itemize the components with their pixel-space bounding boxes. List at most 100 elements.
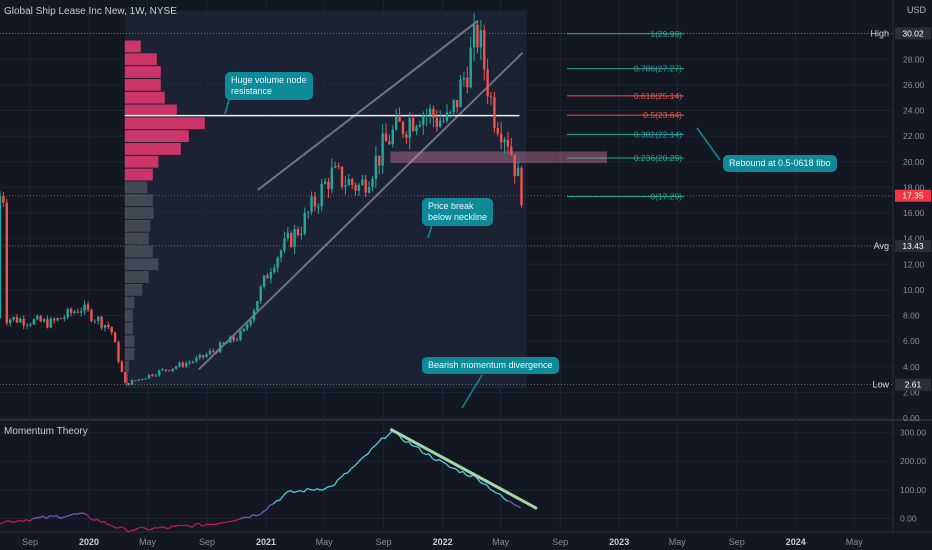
momentum-line-segment	[151, 527, 156, 530]
y-tick-label: 28.00	[903, 54, 925, 64]
candle-body	[215, 351, 218, 353]
high-marker-tag	[895, 27, 931, 40]
momentum-line-segment	[76, 512, 81, 515]
volume-profile-bar	[124, 53, 157, 66]
candle-body	[73, 311, 76, 313]
momentum-line-segment	[412, 445, 416, 448]
momentum-line-segment	[364, 453, 369, 457]
momentum-line-segment	[201, 523, 206, 527]
y-tick-label: 4.00	[903, 362, 920, 372]
x-tick-label: Sep	[552, 537, 568, 547]
volume-profile-bar	[124, 360, 129, 373]
momentum-line-segment	[191, 523, 196, 528]
momentum-line-segment	[350, 465, 355, 470]
callout-rebound: Rebound at 0.5-0618 fibo	[723, 155, 837, 172]
momentum-line-segment	[459, 470, 464, 474]
candle-body	[59, 318, 63, 320]
y-tick-label: 24.00	[903, 106, 925, 116]
momentum-line-segment	[499, 493, 505, 499]
candle-body	[103, 325, 107, 328]
candle-body	[279, 250, 283, 258]
momentum-line-segment	[462, 471, 467, 476]
candle-body	[371, 179, 374, 188]
candle-body	[489, 96, 493, 98]
callout-pointer	[696, 127, 721, 161]
momentum-line-segment	[418, 447, 423, 454]
volume-profile-bar	[124, 155, 159, 168]
momentum-line-segment	[174, 524, 179, 527]
momentum-line-segment	[276, 499, 281, 502]
momentum-line-segment	[113, 526, 118, 529]
momentum-line-segment	[408, 441, 413, 447]
x-tick-label: 2023	[609, 537, 629, 547]
x-tick-label: Sep	[729, 537, 745, 547]
momentum-line-segment	[483, 483, 487, 486]
candle-body	[201, 355, 205, 357]
momentum-line-segment	[384, 434, 389, 439]
avg-marker-value: 13.43	[902, 241, 924, 251]
candle-body	[178, 362, 181, 367]
candle-body	[208, 350, 212, 355]
momentum-line-segment	[256, 513, 261, 517]
low-marker-tag	[895, 378, 931, 391]
candle-body	[239, 331, 242, 340]
x-tick-label: May	[846, 537, 864, 547]
momentum-line-segment	[347, 468, 352, 474]
momentum-line-segment	[496, 492, 501, 495]
momentum-line-segment	[367, 448, 373, 455]
candle-body	[232, 336, 235, 341]
candle-body	[303, 213, 306, 234]
candle-body	[222, 342, 225, 344]
momentum-line-segment	[503, 497, 508, 502]
candle-body	[503, 139, 506, 143]
candle-body	[83, 304, 86, 312]
avg-marker-tag	[895, 239, 931, 252]
avg-marker-text: Avg	[874, 241, 889, 251]
candle-body	[124, 372, 127, 384]
candle-body	[347, 179, 350, 186]
candle-body	[52, 318, 56, 321]
candle-body	[313, 196, 317, 207]
momentum-line-segment	[252, 513, 257, 517]
momentum-line-segment	[110, 524, 115, 528]
candle-body	[80, 311, 83, 313]
candle-body	[516, 167, 520, 177]
candle-body	[22, 318, 25, 326]
candle-body	[354, 184, 357, 191]
momentum-line-segment	[266, 504, 271, 511]
candle-body	[479, 30, 483, 48]
x-tick-label: May	[669, 537, 687, 547]
candle-body	[66, 308, 69, 318]
momentum-line-segment	[493, 490, 498, 494]
momentum-line-segment	[377, 437, 383, 443]
candle-body	[137, 379, 141, 381]
candle-body	[269, 272, 273, 279]
candle-body	[2, 195, 5, 203]
fib-level-label: 0.5(23.64)	[643, 110, 682, 120]
candle-body	[290, 232, 293, 248]
candle-body	[195, 357, 198, 362]
momentum-line-segment	[283, 491, 288, 496]
momentum-line-segment	[15, 519, 20, 523]
candle-body	[286, 232, 290, 239]
candle-body	[229, 336, 232, 343]
candle-body	[472, 24, 476, 48]
volume-profile-bar	[124, 91, 165, 104]
momentum-line-segment	[327, 485, 331, 488]
momentum-line-segment	[354, 461, 359, 467]
candle-body	[76, 311, 80, 313]
candle-body	[493, 97, 496, 129]
candle-body	[19, 318, 22, 323]
momentum-line-segment	[466, 474, 470, 478]
momentum-line-segment	[198, 522, 203, 527]
candle-body	[161, 369, 164, 371]
candle-body	[93, 320, 97, 322]
candle-body	[506, 139, 510, 147]
high-marker-value: 30.02	[902, 28, 924, 38]
momentum-line-segment	[489, 488, 494, 492]
candle-body	[411, 118, 415, 132]
fib-level-label: 0(17.29)	[650, 191, 682, 201]
candle-body	[350, 179, 354, 185]
y-tick-label: 26.00	[903, 80, 925, 90]
